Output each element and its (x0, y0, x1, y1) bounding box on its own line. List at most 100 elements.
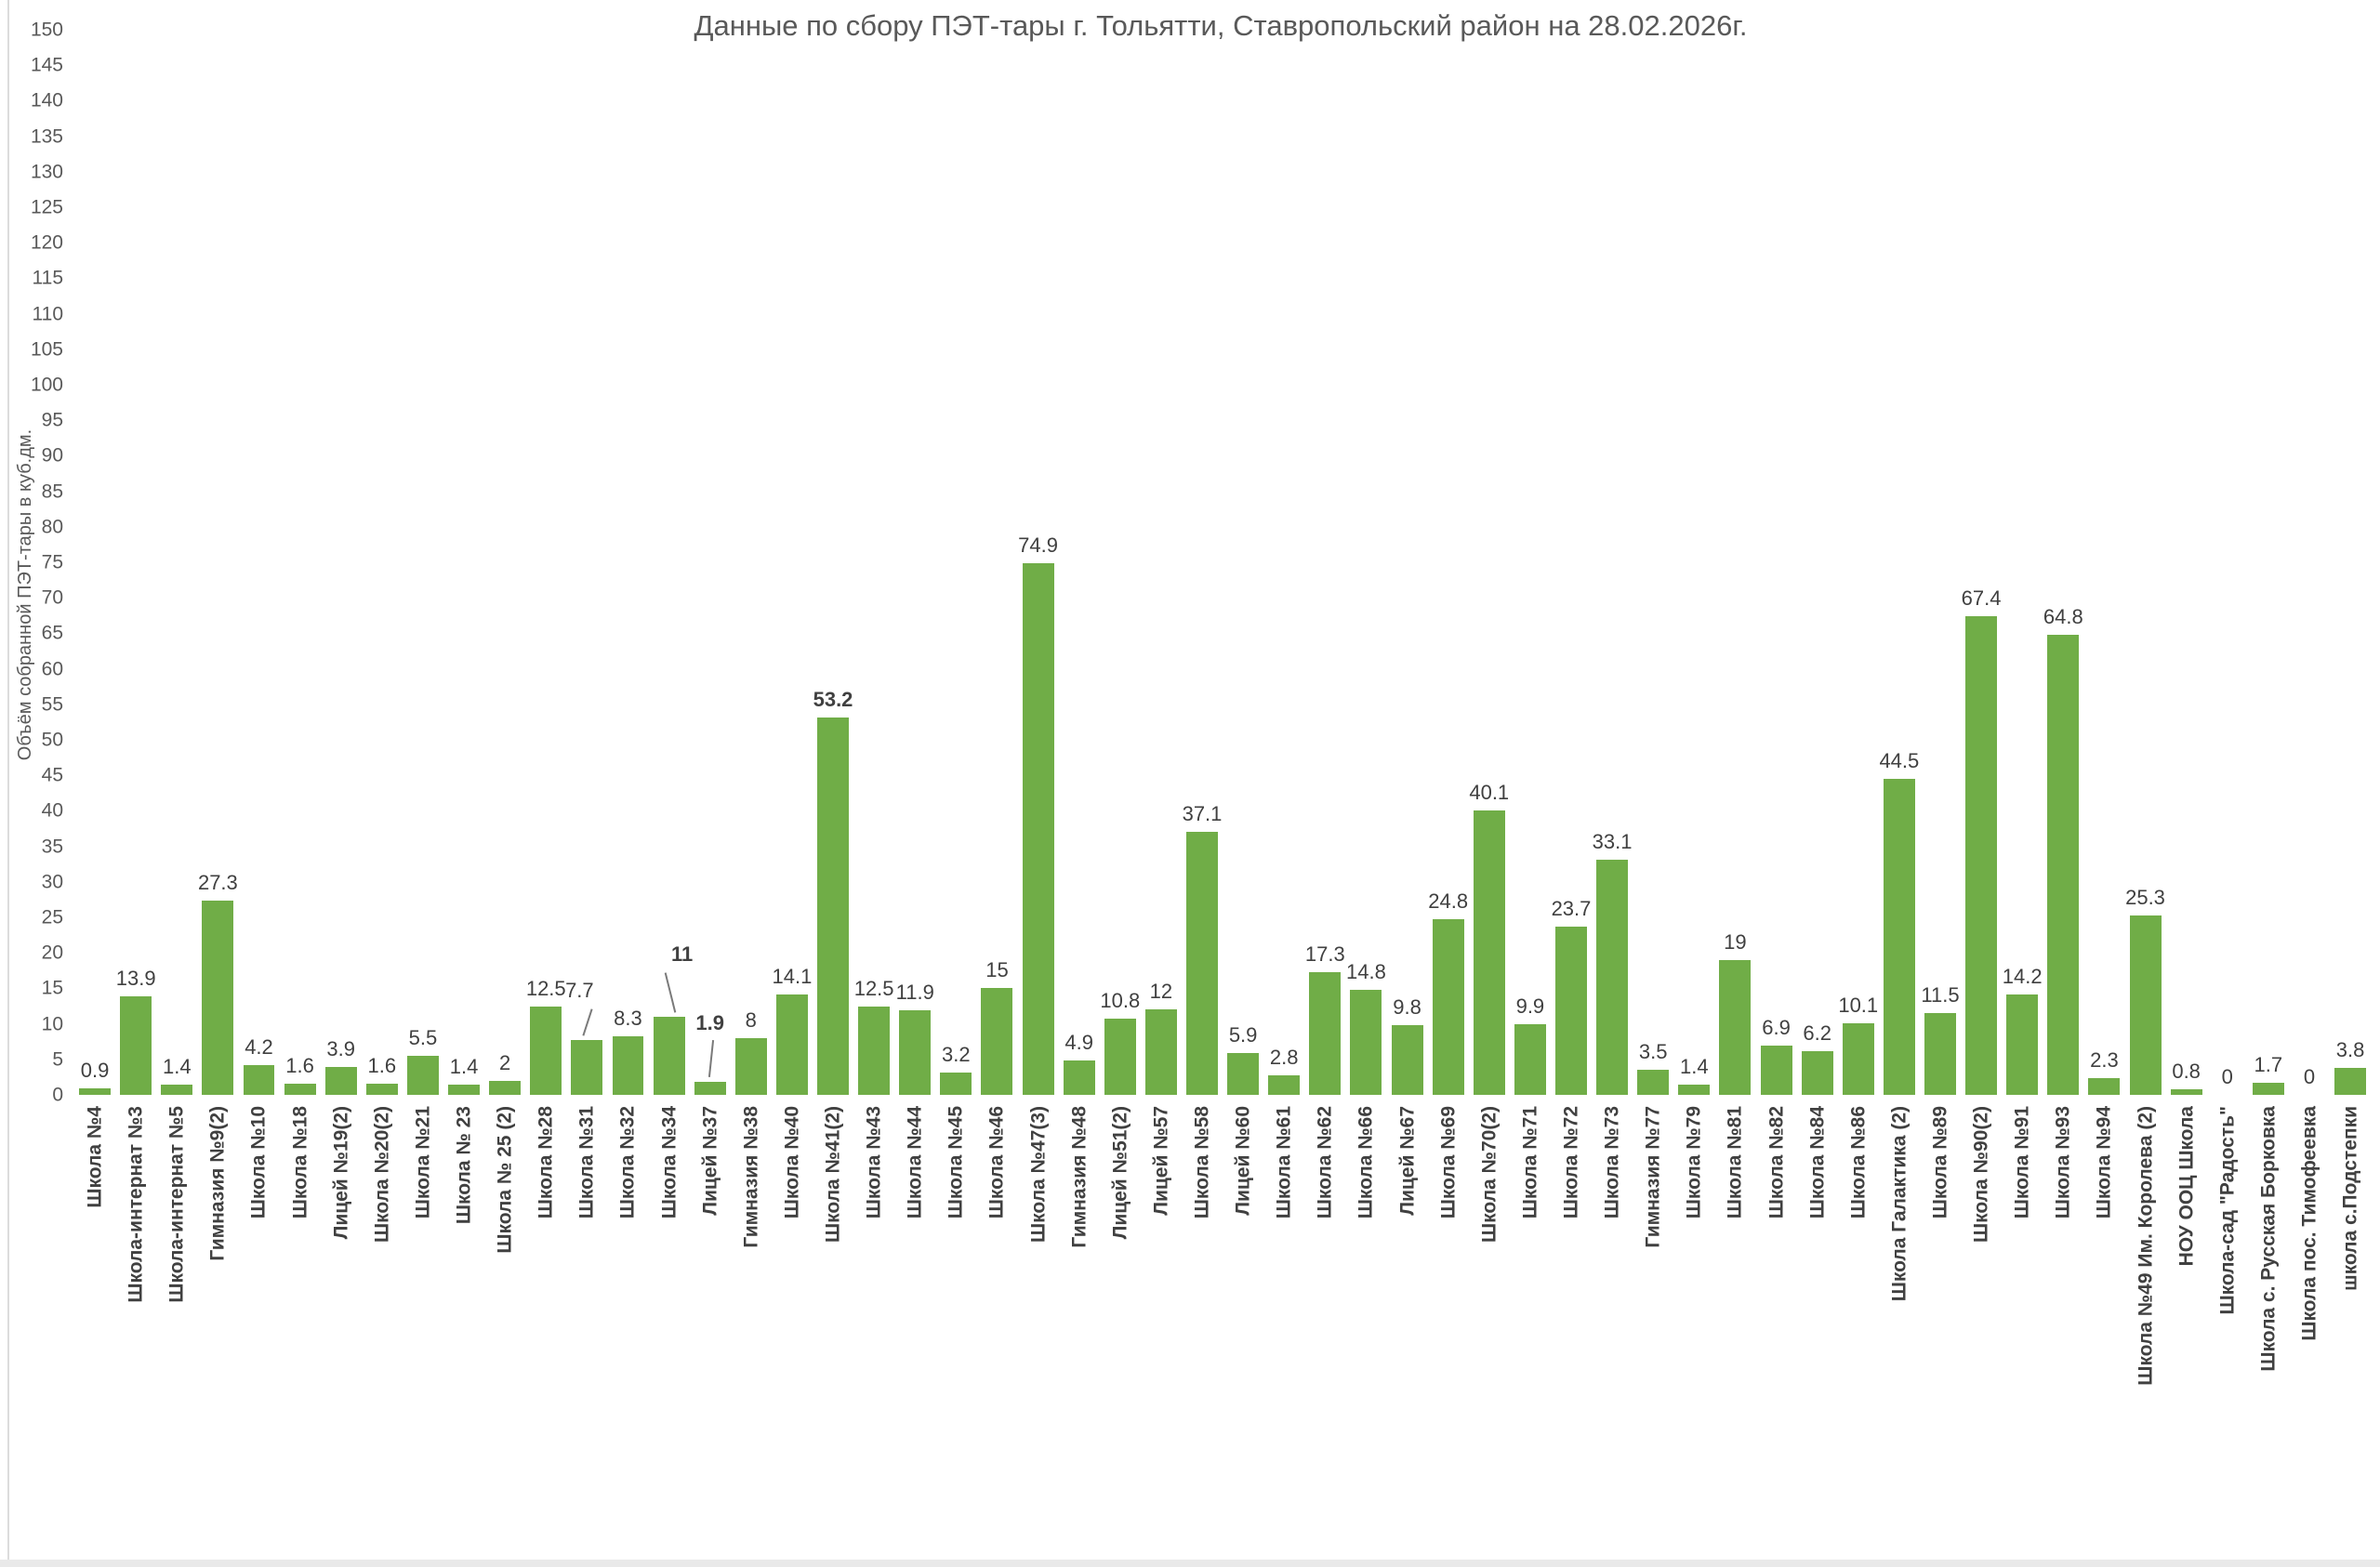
bar-slot: 3.5 Гимназия №77 (1633, 30, 1673, 1248)
bar (981, 988, 1013, 1095)
y-tick-label: 75 (41, 551, 63, 573)
y-tick-label: 140 (30, 89, 63, 112)
y-tick-label: 35 (41, 836, 63, 858)
bar (1637, 1070, 1670, 1095)
bar-slot: 14.8 Школа №66 (1345, 30, 1386, 1218)
bar-slot: 0.8 НОУ ООЦ Школа (2166, 30, 2207, 1266)
category-label: Школа №21 (412, 1106, 434, 1219)
category-label: Гимназия №38 (740, 1106, 762, 1248)
category-label: Школа № 25 (2) (494, 1106, 516, 1254)
category-label: Школа-сад "Радость" (2216, 1106, 2239, 1315)
category-label: Школа №90(2) (1970, 1106, 1992, 1243)
bar-slot: 74.9 Школа №47(3) (1018, 30, 1059, 1243)
bar (1514, 1024, 1546, 1095)
bar (2252, 1083, 2284, 1095)
bar-value-label: 0 (2303, 1065, 2316, 1088)
bar-value-label: 74.9 (1018, 533, 1058, 557)
category-label: Школа №31 (575, 1106, 598, 1219)
bar-slot: 6.9 Школа №82 (1755, 30, 1796, 1218)
category-label: Лицей №37 (699, 1106, 721, 1216)
category-label: Школа №94 (2093, 1106, 2115, 1219)
bar-value-label: 53.2 (813, 687, 853, 711)
y-tick-label: 135 (30, 125, 63, 148)
bar (1022, 562, 1054, 1095)
bar-value-label: 14.1 (772, 965, 813, 989)
category-label: Школа №82 (1765, 1106, 1788, 1219)
category-label: Школа №4 (84, 1106, 106, 1208)
bar-slot: 9.9 Школа №71 (1510, 30, 1551, 1218)
bar-value-label: 33.1 (1592, 830, 1633, 854)
bar-slot: 1.6 Школа №20(2) (362, 30, 403, 1243)
bar-slot: 53.2 Школа №41(2) (813, 30, 853, 1243)
y-tick-label: 95 (41, 409, 63, 431)
bar-slot: 37.1 Школа №58 (1182, 30, 1223, 1218)
window-bottom-border (0, 1560, 2380, 1567)
bar-value-label: 2 (499, 1050, 511, 1074)
bar (1760, 1046, 1792, 1095)
bar (284, 1083, 316, 1095)
y-tick-label: 50 (41, 729, 63, 751)
y-tick-label: 10 (41, 1013, 63, 1035)
bar-value-label: 11.9 (895, 981, 934, 1005)
bar-value-label: 4.2 (245, 1034, 273, 1059)
bar-slot: 23.7 Школа №72 (1551, 30, 1592, 1218)
bar-value-label: 3.2 (942, 1042, 971, 1066)
bar (1555, 926, 1587, 1095)
y-tick-label: 65 (41, 622, 63, 644)
bar (1309, 971, 1342, 1095)
plot-area: 0.9 Школа №4 13.9 Школа-интернат №3 1.4 Школа… (74, 30, 2371, 1386)
category-label: Школа Галактика (2) (1888, 1106, 1911, 1302)
bar-slot: 14.2 Школа №91 (2002, 30, 2043, 1218)
bar-value-label: 0 (2221, 1065, 2233, 1088)
bar (243, 1064, 275, 1095)
bar-value-label: 12.5 (853, 976, 894, 1000)
category-label: Лицей №19(2) (330, 1106, 352, 1240)
y-tick-label: 120 (30, 231, 63, 254)
bar-slot: 44.5 Школа Галактика (2) (1879, 30, 1920, 1302)
value-label-leader-line (582, 1008, 593, 1036)
bar-value-label: 2.3 (2090, 1048, 2119, 1073)
bar-value-label: 17.3 (1304, 942, 1345, 966)
bar (612, 1035, 644, 1095)
category-label: Школа №28 (535, 1106, 557, 1219)
bar (2334, 1068, 2367, 1095)
bar-slot: 7.7 Школа №31 (565, 30, 607, 1218)
bar-slot: 1.4 Школа-интернат №5 (156, 30, 197, 1303)
y-tick-label: 20 (41, 942, 63, 964)
bar (940, 1072, 972, 1095)
bar-slot: 15 Школа №46 (976, 30, 1017, 1218)
category-label: Школа №71 (1519, 1106, 1541, 1219)
category-label: Школа №91 (2011, 1106, 2033, 1219)
category-label: Лицей №67 (1396, 1106, 1419, 1216)
bar-slot: 11.5 Школа №89 (1920, 30, 1961, 1219)
bar (1596, 860, 1629, 1095)
bar-slot: 9.8 Лицей №67 (1387, 30, 1428, 1216)
category-label: Школа №18 (289, 1106, 311, 1219)
bar-slot: 12.5 Школа №43 (853, 30, 894, 1218)
bar (1391, 1025, 1423, 1095)
bar (1268, 1074, 1301, 1095)
bar-slot: 3.2 Школа №45 (935, 30, 976, 1218)
bar-value-label: 19 (1724, 929, 1747, 954)
bar (1924, 1013, 1956, 1095)
bar-value-label: 1.9 (695, 1010, 724, 1034)
y-tick-label: 80 (41, 516, 63, 538)
bar-value-label: 64.8 (2043, 604, 2083, 628)
bar-slot: 25.3 Школа №49 Им. Королева (2) (2124, 30, 2165, 1386)
bar-value-label: 7.7 (565, 979, 594, 1003)
bar (817, 717, 849, 1095)
bar (2129, 915, 2162, 1095)
bar (571, 1040, 603, 1095)
bar-value-label: 1.4 (162, 1055, 192, 1079)
bar-value-label: 2.8 (1269, 1045, 1299, 1069)
bar-slot: 5.9 Лицей №60 (1223, 30, 1263, 1216)
value-label-leader-line (707, 1040, 714, 1078)
category-label: школа с.Подстепки (2339, 1106, 2361, 1291)
bar-slot: 1.6 Школа №18 (280, 30, 321, 1218)
bar-slot: 5.5 Школа №21 (403, 30, 443, 1218)
bar (2006, 994, 2039, 1095)
bar-slot: 2.8 Школа №61 (1263, 30, 1304, 1218)
bar (202, 901, 234, 1095)
bar-value-label: 0.9 (80, 1059, 110, 1083)
